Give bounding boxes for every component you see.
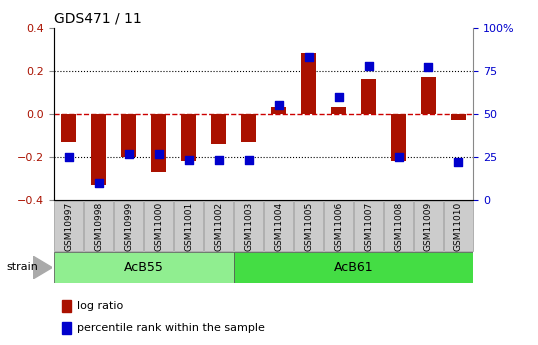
Point (424, 65, 433, 70)
FancyBboxPatch shape (144, 201, 173, 251)
Text: GSM11005: GSM11005 (304, 201, 313, 250)
FancyBboxPatch shape (174, 201, 203, 251)
Text: GSM11003: GSM11003 (244, 201, 253, 250)
FancyBboxPatch shape (354, 201, 383, 251)
Text: strain: strain (6, 263, 38, 272)
Text: AcB55: AcB55 (124, 261, 164, 274)
FancyBboxPatch shape (294, 201, 323, 251)
FancyBboxPatch shape (444, 201, 473, 251)
Bar (211, 114, 226, 144)
Point (154, 151, 163, 156)
Bar (241, 114, 256, 142)
Bar (91, 114, 106, 185)
FancyBboxPatch shape (264, 201, 293, 251)
Point (214, 158, 223, 163)
Bar (271, 107, 286, 114)
Text: GSM11010: GSM11010 (454, 201, 463, 250)
Text: AcB61: AcB61 (334, 261, 373, 274)
Bar (451, 114, 466, 120)
Text: GSM11001: GSM11001 (184, 201, 193, 250)
FancyBboxPatch shape (115, 201, 143, 251)
Text: GSM11004: GSM11004 (274, 201, 283, 250)
FancyBboxPatch shape (384, 201, 413, 251)
Bar (233, 252, 473, 283)
Bar (301, 53, 316, 114)
Text: GSM11002: GSM11002 (214, 201, 223, 250)
Point (95, 180, 103, 186)
Bar (181, 114, 196, 161)
Bar (62, 299, 72, 312)
FancyBboxPatch shape (204, 201, 233, 251)
Bar (331, 107, 346, 114)
Point (274, 102, 283, 108)
Point (454, 159, 463, 165)
Point (394, 154, 403, 160)
Text: percentile rank within the sample: percentile rank within the sample (77, 323, 265, 333)
FancyBboxPatch shape (324, 201, 353, 251)
Point (185, 158, 193, 163)
Bar (121, 114, 136, 157)
Bar (391, 114, 406, 161)
Point (334, 94, 343, 99)
Bar (151, 114, 166, 172)
FancyBboxPatch shape (234, 201, 263, 251)
Bar (361, 79, 376, 114)
Polygon shape (33, 256, 52, 279)
Bar (62, 322, 72, 334)
Point (65, 154, 73, 160)
Text: GSM10997: GSM10997 (64, 201, 73, 250)
Text: GSM11000: GSM11000 (154, 201, 163, 250)
Point (364, 63, 373, 68)
Bar (421, 77, 436, 114)
Text: GSM11006: GSM11006 (334, 201, 343, 250)
FancyBboxPatch shape (414, 201, 443, 251)
Bar (54, 252, 233, 283)
FancyBboxPatch shape (54, 201, 83, 251)
Bar (61, 114, 76, 142)
Text: GDS471 / 11: GDS471 / 11 (54, 11, 141, 25)
Text: GSM11008: GSM11008 (394, 201, 403, 250)
Point (244, 158, 253, 163)
Text: GSM10998: GSM10998 (94, 201, 103, 250)
Text: GSM11007: GSM11007 (364, 201, 373, 250)
Point (124, 151, 133, 156)
FancyBboxPatch shape (84, 201, 113, 251)
Text: log ratio: log ratio (77, 300, 123, 310)
Text: GSM10999: GSM10999 (124, 201, 133, 250)
Text: GSM11009: GSM11009 (424, 201, 433, 250)
Point (305, 54, 313, 60)
